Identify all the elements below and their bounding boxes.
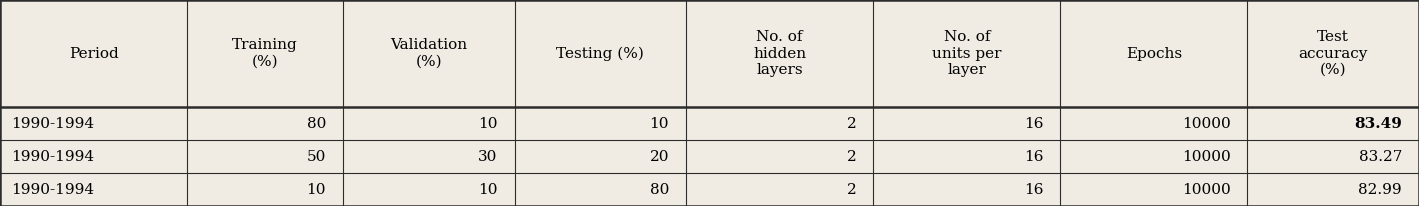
Text: 1990-1994: 1990-1994 bbox=[11, 117, 95, 131]
Text: Epochs: Epochs bbox=[1125, 47, 1182, 61]
Text: No. of
hidden
layers: No. of hidden layers bbox=[753, 30, 806, 77]
Text: 10: 10 bbox=[478, 183, 498, 197]
Text: Validation
(%): Validation (%) bbox=[390, 39, 467, 69]
Text: 2: 2 bbox=[847, 117, 856, 131]
Text: 1990-1994: 1990-1994 bbox=[11, 183, 95, 197]
Text: 10000: 10000 bbox=[1182, 150, 1230, 164]
Text: 2: 2 bbox=[847, 183, 856, 197]
Text: 16: 16 bbox=[1025, 117, 1043, 131]
Text: 1990-1994: 1990-1994 bbox=[11, 150, 95, 164]
Text: 2: 2 bbox=[847, 150, 856, 164]
Text: 83.27: 83.27 bbox=[1358, 150, 1402, 164]
Text: Test
accuracy
(%): Test accuracy (%) bbox=[1298, 30, 1368, 77]
Text: Training
(%): Training (%) bbox=[233, 39, 298, 69]
Text: 10: 10 bbox=[307, 183, 326, 197]
Text: 30: 30 bbox=[478, 150, 498, 164]
Text: 82.99: 82.99 bbox=[1358, 183, 1402, 197]
Text: 16: 16 bbox=[1025, 150, 1043, 164]
Text: 16: 16 bbox=[1025, 183, 1043, 197]
Text: 10: 10 bbox=[478, 117, 498, 131]
Text: 10: 10 bbox=[650, 117, 670, 131]
Text: Period: Period bbox=[68, 47, 118, 61]
Text: 80: 80 bbox=[307, 117, 326, 131]
Text: 10000: 10000 bbox=[1182, 183, 1230, 197]
Text: No. of
units per
layer: No. of units per layer bbox=[932, 30, 1002, 77]
Text: 83.49: 83.49 bbox=[1354, 117, 1402, 131]
Text: 80: 80 bbox=[650, 183, 670, 197]
Text: 50: 50 bbox=[307, 150, 326, 164]
Text: 10000: 10000 bbox=[1182, 117, 1230, 131]
Text: Testing (%): Testing (%) bbox=[556, 46, 644, 61]
Text: 20: 20 bbox=[650, 150, 670, 164]
